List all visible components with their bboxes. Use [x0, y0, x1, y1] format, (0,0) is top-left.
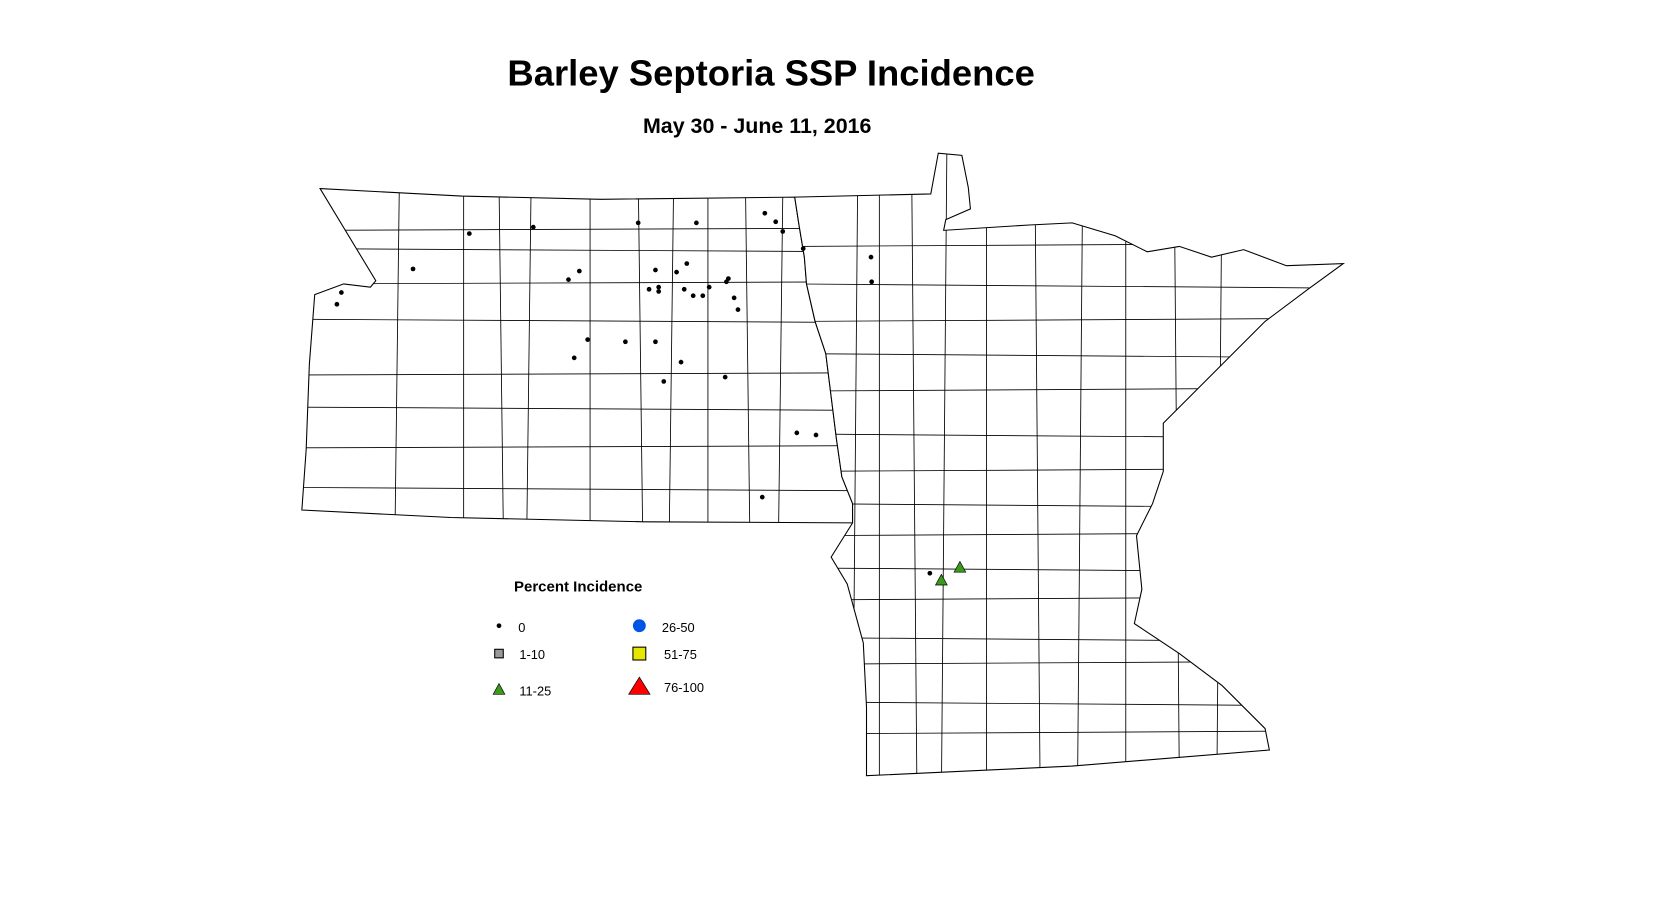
- county-boundary: [498, 188, 504, 523]
- county-boundary: [668, 188, 675, 523]
- circle-icon: [632, 619, 646, 633]
- square-icon: [632, 646, 647, 661]
- site-marker-0: [684, 261, 690, 266]
- site-marker-0: [646, 286, 652, 292]
- site-marker-11-25: [953, 560, 967, 573]
- site-marker-0: [653, 267, 658, 273]
- county-boundary: [1034, 153, 1041, 776]
- site-marker-0: [681, 286, 687, 292]
- site-marker-0: [653, 339, 658, 345]
- dot-icon: [496, 623, 502, 629]
- site-marker-0: [334, 301, 340, 307]
- site-marker-0: [724, 279, 729, 285]
- site-marker-0: [706, 284, 712, 290]
- county-boundary: [301, 372, 853, 376]
- site-markers: [334, 210, 967, 586]
- legend-title: Percent Incidence: [514, 578, 642, 595]
- county-boundary: [637, 188, 643, 523]
- site-marker-0: [656, 289, 662, 294]
- triangle-icon: [628, 676, 651, 695]
- site-marker-0: [794, 430, 800, 436]
- site-marker-0: [731, 295, 737, 301]
- site-marker-0: [674, 269, 679, 275]
- square-icon: [494, 648, 504, 659]
- site-marker-0: [530, 224, 536, 230]
- legend-item-1-10: 1-10: [494, 647, 545, 662]
- map-title: Barley Septoria SSP Incidence: [507, 53, 1034, 94]
- county-boundary: [794, 317, 1344, 322]
- legend-label: 1-10: [519, 647, 545, 662]
- site-marker-0: [571, 355, 577, 361]
- legend-item-0: 0: [496, 620, 525, 635]
- site-marker-0: [585, 337, 591, 342]
- site-marker-0: [339, 290, 344, 295]
- site-marker-0: [735, 307, 741, 312]
- county-boundary: [1077, 153, 1084, 776]
- county-boundary: [301, 445, 853, 449]
- county-boundary: [301, 487, 853, 492]
- county-boundary: [301, 406, 853, 411]
- triangle-icon: [492, 682, 506, 695]
- legend-label: 76-100: [664, 680, 704, 695]
- county-boundary: [394, 188, 400, 523]
- legend-item-51-75: 51-75: [632, 646, 697, 662]
- site-marker-0: [869, 279, 875, 285]
- site-marker-0: [635, 220, 641, 226]
- site-marker-0: [868, 254, 874, 260]
- county-boundary: [301, 227, 853, 231]
- site-marker-0: [661, 379, 667, 384]
- site-marker-0: [722, 374, 728, 380]
- county-boundary: [745, 188, 751, 523]
- county-boundary: [794, 283, 1344, 289]
- county-boundary: [778, 188, 784, 523]
- county-boundary: [941, 153, 948, 776]
- site-marker-0: [762, 210, 768, 216]
- county-boundary: [301, 281, 853, 285]
- site-marker-11-25: [934, 573, 948, 586]
- county-boundary: [301, 248, 853, 253]
- site-marker-0: [466, 231, 472, 236]
- county-boundary: [301, 318, 853, 323]
- county-boundary: [794, 730, 1344, 735]
- county-boundary: [526, 188, 532, 523]
- legend-item-26-50: 26-50: [632, 619, 695, 635]
- site-marker-0: [813, 432, 819, 438]
- legend-item-76-100: 76-100: [628, 676, 704, 695]
- site-marker-0: [690, 293, 696, 299]
- county-boundary: [911, 153, 918, 776]
- site-marker-0: [927, 570, 933, 576]
- site-marker-0: [576, 268, 582, 274]
- minnesota-outline: [794, 152, 1346, 777]
- north-dakota-counties: [301, 188, 853, 523]
- site-marker-0: [566, 277, 571, 282]
- legend-label: 26-50: [662, 620, 695, 635]
- site-marker-0: [410, 266, 416, 272]
- site-marker-0: [773, 219, 779, 225]
- site-marker-0: [700, 293, 706, 299]
- north-dakota-outline: [301, 187, 854, 524]
- legend-label: 51-75: [664, 647, 697, 662]
- site-marker-0: [694, 220, 699, 226]
- legend-label: 11-25: [519, 683, 551, 698]
- site-marker-0: [780, 229, 786, 234]
- site-marker-0: [800, 246, 806, 251]
- map-subtitle: May 30 - June 11, 2016: [643, 114, 872, 138]
- legend-label: 0: [518, 620, 525, 635]
- legend-item-11-25: 11-25: [492, 682, 551, 698]
- legend: Percent Incidence 0 1-10 11-25 26-50 51-…: [492, 578, 704, 698]
- site-marker-0: [656, 284, 662, 290]
- site-marker-0: [759, 494, 765, 500]
- site-marker-0: [623, 339, 628, 345]
- site-marker-0: [678, 359, 684, 365]
